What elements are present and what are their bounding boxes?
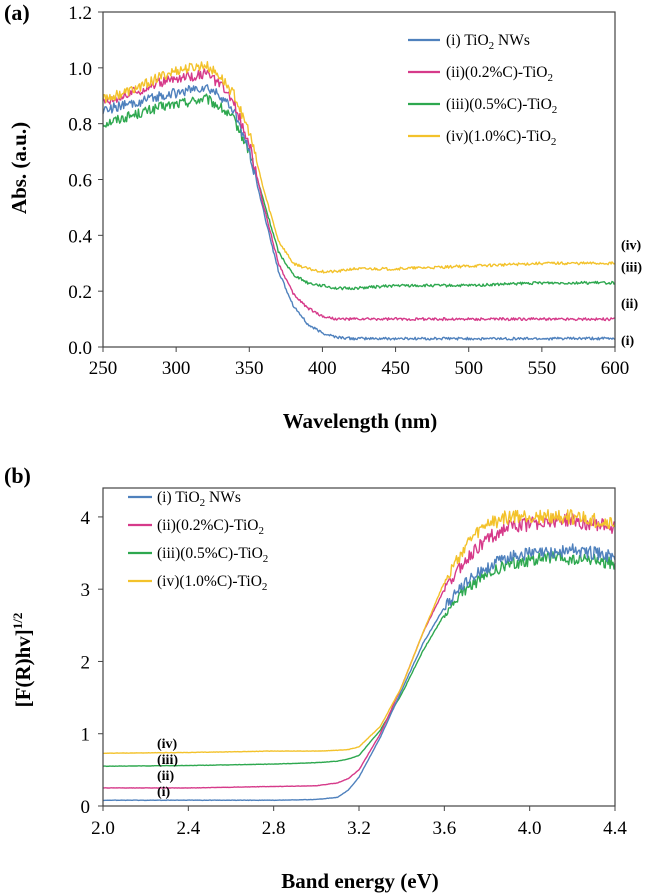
chart-a-series-tags: (i) (ii) (iii) (iv) xyxy=(621,238,642,349)
y-tick-label: 1.0 xyxy=(68,59,92,80)
x-tick-label: 500 xyxy=(454,358,483,379)
legend-label-text: (ii)(0.2%C)-TiO xyxy=(446,64,547,81)
series-tag-ii: (ii) xyxy=(157,769,174,784)
chart-b-y-ticks: 0 1 2 3 4 xyxy=(81,508,103,818)
chart-a-series-group xyxy=(102,61,616,341)
chart-a-plot-frame xyxy=(102,11,616,348)
series-line-iv xyxy=(102,61,616,274)
series-line-i xyxy=(102,84,616,341)
y-tick-label: 0.4 xyxy=(68,226,92,247)
chart-a-y-ticks: 0.0 0.2 0.4 0.6 0.8 1.0 1.2 xyxy=(68,3,103,359)
series-line-ii xyxy=(102,68,615,322)
y-tick-label: 0 xyxy=(81,797,91,818)
legend-label-subscript: 2 xyxy=(263,553,269,565)
x-tick-label: 250 xyxy=(89,358,118,379)
y-tick-label: 1 xyxy=(81,725,91,746)
y-tick-label: 3 xyxy=(81,580,91,601)
x-tick-label: 3.6 xyxy=(432,818,456,839)
chart-b-plot-frame xyxy=(102,487,616,807)
panel-label-b: (b) xyxy=(4,463,31,488)
x-tick-label: 3.2 xyxy=(347,818,371,839)
legend-label-ii: (ii)(0.2%C)-TiO2 xyxy=(157,517,264,537)
chart-b-series-tags: (i)(ii)(iii)(iv) xyxy=(157,737,178,800)
legend-label-iii: (iii)(0.5%C)-TiO2 xyxy=(157,545,268,565)
chart-b-x-axis-title: Band energy (eV) xyxy=(281,869,438,893)
legend-label-ii: (ii)(0.2%C)-TiO2 xyxy=(446,64,553,84)
legend-label-text: (i) TiO xyxy=(446,32,489,49)
legend-label-text: (ii)(0.2%C)-TiO xyxy=(157,517,258,534)
series-tag-iv: (iv) xyxy=(157,737,178,752)
chart-b-legend: (i) TiO2 NWs(ii)(0.2%C)-TiO2(iii)(0.5%C)… xyxy=(128,489,268,593)
x-tick-label: 450 xyxy=(381,358,410,379)
legend-label-suffix: NWs xyxy=(494,32,530,49)
chart-b-y-axis-title-sup: 1/2 xyxy=(10,613,25,630)
chart-b-y-axis-title-main: [F(R)hv] xyxy=(11,629,35,707)
series-tag-i: (i) xyxy=(157,785,171,800)
legend-label-subscript: 2 xyxy=(262,581,268,593)
series-line-iii xyxy=(102,93,616,291)
legend-label-text: (iv)(1.0%C)-TiO xyxy=(446,128,551,145)
chart-panel-a: (a) 250 300 350 400 450 500 550 600 0.00.20.40.… xyxy=(4,0,642,433)
series-line-iv xyxy=(103,509,616,754)
y-tick-label: 0.0 xyxy=(68,338,92,359)
legend-label-suffix: NWs xyxy=(205,489,241,506)
chart-a-legend: (i) TiO2 NWs(ii)(0.2%C)-TiO2(iii)(0.5%C)… xyxy=(408,32,557,148)
legend-label-iv: (iv)(1.0%C)-TiO2 xyxy=(446,128,556,148)
y-tick-label: 1.2 xyxy=(68,3,92,24)
y-tick-label: 0.6 xyxy=(68,171,92,192)
x-tick-label: 550 xyxy=(528,358,557,379)
series-tag-i: (i) xyxy=(621,334,635,349)
chart-panel-b: (b) 2.0 2.4 2.8 3.2 3.6 4.0 4.4 0 1 2 3 4 Band ene… xyxy=(4,463,627,893)
chart-b-x-ticks: 2.0 2.4 2.8 3.2 3.6 4.0 4.4 xyxy=(91,806,627,839)
y-tick-label: 0.8 xyxy=(68,115,92,136)
y-tick-label: 0.2 xyxy=(68,282,92,303)
legend-label-subscript: 2 xyxy=(551,136,557,148)
legend-label-subscript: 2 xyxy=(547,72,553,84)
chart-a-x-ticks: 250 300 350 400 450 500 550 600 xyxy=(89,347,630,379)
series-line-ii xyxy=(102,512,616,789)
chart-a-y-axis-title: Abs. (a.u.) xyxy=(7,122,31,214)
y-tick-label: 2 xyxy=(81,652,91,673)
legend-label-i: (i) TiO2 NWs xyxy=(157,489,241,509)
x-tick-label: 2.8 xyxy=(262,818,286,839)
series-tag-iv: (iv) xyxy=(621,238,642,253)
x-tick-label: 600 xyxy=(601,358,630,379)
legend-label-i: (i) TiO2 NWs xyxy=(446,32,530,52)
chart-b-series-group xyxy=(102,509,616,802)
x-tick-label: 2.0 xyxy=(91,818,115,839)
y-tick-label: 4 xyxy=(81,508,91,529)
chart-b-y-axis-title: [F(R)hv]1/2 xyxy=(10,613,35,708)
x-tick-label: 4.4 xyxy=(603,818,627,839)
series-tag-iii: (iii) xyxy=(621,261,642,276)
series-line-i xyxy=(103,543,616,802)
legend-label-subscript: 2 xyxy=(200,497,206,509)
x-tick-label: 350 xyxy=(235,358,264,379)
legend-label-iii: (iii)(0.5%C)-TiO2 xyxy=(446,96,557,116)
legend-label-subscript: 2 xyxy=(489,40,495,52)
chart-a-x-axis-title: Wavelength (nm) xyxy=(283,409,438,433)
legend-label-text: (iii)(0.5%C)-TiO xyxy=(446,96,552,113)
x-tick-label: 400 xyxy=(308,358,337,379)
panel-label-a: (a) xyxy=(4,0,30,25)
series-tag-iii: (iii) xyxy=(157,753,178,768)
series-tag-ii: (ii) xyxy=(621,297,638,312)
legend-label-text: (i) TiO xyxy=(157,489,200,506)
x-tick-label: 2.4 xyxy=(176,818,200,839)
x-tick-label: 4.0 xyxy=(518,818,542,839)
legend-label-subscript: 2 xyxy=(552,104,558,116)
legend-label-iv: (iv)(1.0%C)-TiO2 xyxy=(157,573,267,593)
series-line-iii xyxy=(102,550,616,768)
x-tick-label: 300 xyxy=(162,358,191,379)
legend-label-subscript: 2 xyxy=(258,525,264,537)
legend-label-text: (iv)(1.0%C)-TiO xyxy=(157,573,262,590)
legend-label-text: (iii)(0.5%C)-TiO xyxy=(157,545,263,562)
